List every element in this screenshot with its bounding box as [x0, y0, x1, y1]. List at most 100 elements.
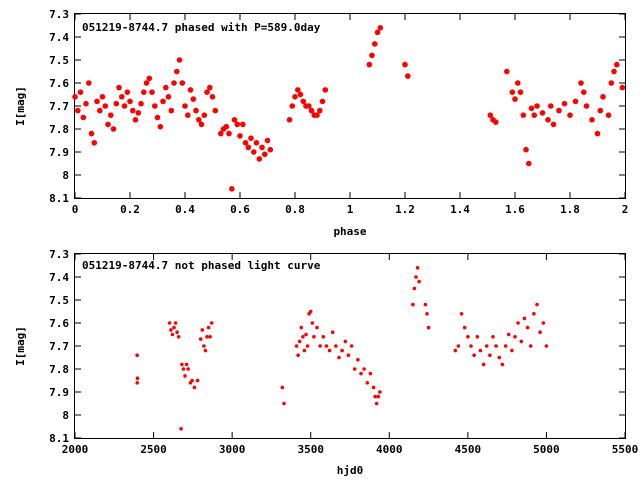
data-point [359, 371, 363, 376]
data-point [513, 335, 517, 339]
data-point [371, 385, 376, 390]
data-point [567, 112, 573, 118]
data-point [292, 94, 298, 100]
data-point [102, 103, 109, 109]
data-point [525, 325, 530, 330]
y-tick-label: 7.9 [49, 386, 69, 399]
data-point [494, 344, 498, 348]
data-point [163, 84, 169, 91]
phased-light-curve-panel: 051219-8744.7 phased with P=589.0day pha… [14, 8, 628, 238]
axis-ticks: 0 0.2 0.4 0.6 0.8 1 1.2 1.4 1.6 1.8 2 7.3 7.4 7.5 7.6 7… [49, 8, 628, 216]
data-point [170, 332, 175, 337]
data-point [374, 401, 379, 406]
data-point [173, 321, 178, 325]
data-point [212, 107, 219, 114]
data-point [234, 121, 241, 128]
data-point [179, 80, 186, 86]
data-point [412, 286, 417, 291]
data-point [182, 103, 188, 109]
data-point [523, 146, 529, 153]
data-point [517, 89, 524, 95]
x-tick-label: 2500 [140, 443, 167, 456]
data-point [426, 325, 431, 330]
data-point [226, 130, 232, 137]
data-point [614, 61, 620, 68]
data-point [200, 328, 205, 332]
data-point [487, 112, 494, 118]
x-tick-label: 3000 [219, 443, 246, 456]
data-point [180, 362, 184, 367]
data-point [509, 89, 516, 95]
data-point [308, 309, 313, 314]
data-point [183, 374, 187, 378]
data-point [520, 112, 527, 118]
data-point [469, 344, 473, 348]
data-point [594, 130, 601, 137]
data-point [141, 89, 147, 95]
data-point [204, 89, 210, 95]
data-point [192, 385, 197, 390]
x-tick-label: 5500 [612, 443, 639, 456]
y-tick-label: 7.4 [49, 31, 69, 44]
data-point [365, 381, 370, 385]
data-point [237, 133, 243, 139]
data-point [544, 344, 549, 348]
y-tick-label: 7.6 [49, 317, 69, 330]
data-point [299, 325, 304, 330]
data-point [305, 344, 310, 348]
plot-frame [74, 13, 626, 199]
data-point [337, 355, 341, 360]
data-point [300, 98, 307, 105]
y-tick-label: 7.7 [49, 100, 69, 113]
data-point [160, 98, 166, 105]
data-point [223, 123, 230, 130]
data-point [108, 112, 114, 118]
data-point [578, 80, 584, 86]
y-tick-label: 7.6 [49, 77, 69, 90]
x-axis-label: hjd0 [337, 464, 364, 477]
data-point [132, 117, 139, 123]
data-point [308, 107, 315, 114]
data-point [346, 353, 351, 358]
data-point [251, 149, 257, 155]
data-point [327, 348, 332, 353]
data-point [242, 140, 249, 146]
data-point [528, 105, 535, 112]
data-point [314, 112, 320, 118]
data-point [402, 61, 408, 68]
data-point [190, 96, 197, 102]
data-point [264, 137, 271, 144]
data-point [322, 87, 329, 93]
data-point [516, 321, 520, 325]
data-point [372, 41, 378, 47]
data-point [611, 68, 617, 75]
data-point [207, 84, 213, 91]
x-tick-label: 2 [622, 203, 629, 216]
data-point [169, 328, 173, 332]
data-point [248, 135, 254, 141]
data-point [295, 87, 301, 93]
data-point [312, 335, 316, 339]
data-point [340, 348, 344, 353]
data-point [319, 98, 326, 105]
data-point [608, 80, 615, 86]
data-point [267, 146, 274, 153]
data-point [176, 335, 181, 339]
data-point [176, 57, 183, 63]
x-tick-label: 0 [72, 203, 79, 216]
data-point [481, 362, 486, 367]
y-tick-label: 7.9 [49, 146, 69, 159]
data-point [503, 344, 508, 348]
data-point [94, 98, 100, 105]
data-point [105, 121, 111, 128]
data-point [550, 121, 557, 128]
data-point [512, 96, 518, 102]
data-point [491, 335, 495, 339]
data-point [75, 107, 81, 114]
data-point [149, 89, 155, 95]
data-point [369, 52, 375, 59]
data-point [259, 144, 265, 151]
x-tick-label: 3500 [297, 443, 324, 456]
y-tick-label: 8.1 [49, 192, 69, 205]
data-point [497, 355, 502, 360]
